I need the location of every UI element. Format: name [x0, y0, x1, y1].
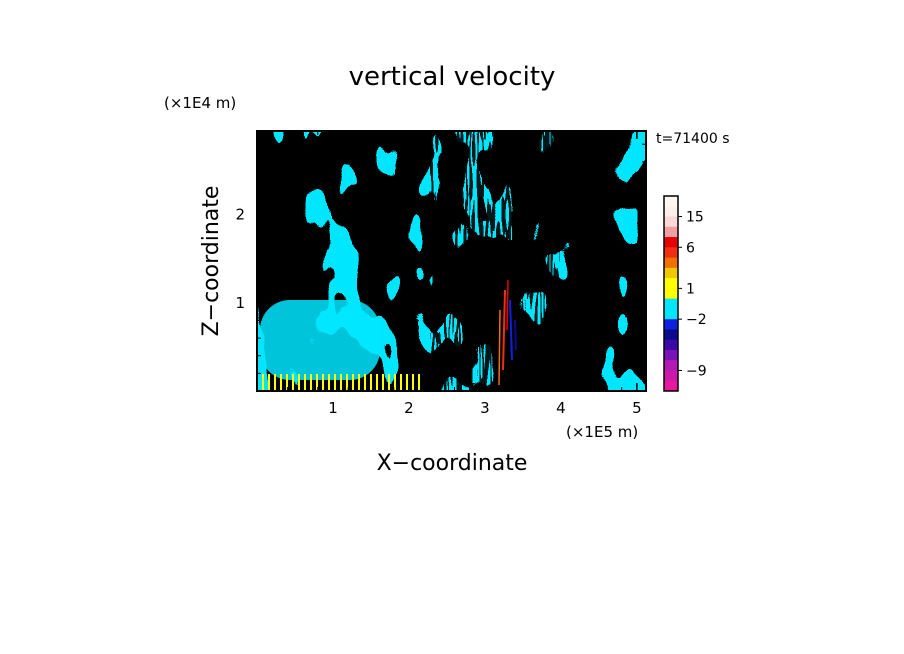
colorbar-swatch	[664, 267, 678, 279]
surface-stripe	[364, 374, 366, 391]
velocity-field	[257, 131, 646, 391]
colorbar: 15 6 1 −2 −9	[663, 195, 707, 392]
colorbar-swatch	[664, 308, 678, 320]
surface-stripe	[292, 374, 294, 391]
time-label: t=71400 s	[656, 131, 730, 147]
colorbar-label: 6	[686, 240, 695, 256]
surface-stripe	[406, 374, 408, 391]
surface-stripe	[358, 374, 360, 391]
colorbar-swatch	[664, 226, 678, 238]
colorbar-label: −2	[686, 312, 707, 328]
colorbar-swatch	[664, 216, 678, 228]
surface-stripe	[340, 374, 342, 391]
tick-labels: 1 2 3 4 5 1 2	[235, 206, 641, 417]
y-scale-label: (×1E4 m)	[164, 94, 236, 112]
colorbar-swatch	[664, 278, 678, 289]
surface-stripe	[268, 374, 270, 391]
surface-stripe	[412, 374, 414, 391]
x-tick-label: 2	[404, 399, 414, 417]
y-tick-label: 1	[235, 294, 245, 312]
y-tick-label: 2	[235, 206, 245, 224]
chart-title: vertical velocity	[349, 62, 556, 92]
colorbar-swatch	[664, 319, 678, 330]
colorbar-swatch	[664, 288, 678, 300]
colorbar-swatch	[664, 247, 678, 259]
colorbar-label: 1	[686, 281, 695, 297]
colorbar-swatch	[664, 360, 678, 371]
colorbar-swatch	[664, 257, 678, 269]
large-negative-region	[260, 300, 380, 380]
surface-stripe	[346, 374, 348, 391]
surface-stripe	[370, 374, 372, 391]
surface-stripe	[322, 374, 324, 391]
surface-stripe	[418, 374, 420, 391]
x-tick-label: 5	[632, 399, 642, 417]
colorbar-swatch	[664, 380, 678, 392]
surface-stripe	[394, 374, 396, 391]
surface-stripe	[310, 374, 312, 391]
colorbar-frame	[663, 195, 679, 392]
colorbar-swatch	[664, 196, 678, 207]
surface-stripe	[400, 374, 402, 391]
surface-stripe	[274, 374, 276, 391]
surface-stripe	[304, 374, 306, 391]
surface-stripe	[286, 374, 288, 391]
surface-stripe	[382, 374, 384, 391]
surface-stripe	[388, 374, 390, 391]
surface-stripe	[298, 374, 300, 391]
surface-stripe	[376, 374, 378, 391]
x-tick-label: 1	[328, 399, 338, 417]
colorbar-swatch	[664, 370, 678, 382]
surface-stripe	[262, 374, 264, 391]
colorbar-label: −9	[686, 363, 707, 379]
field-central-fan	[430, 131, 560, 391]
surface-stripes	[262, 374, 420, 391]
surface-stripe	[352, 374, 354, 391]
plot-frame	[256, 130, 647, 392]
colorbar-swatch	[664, 349, 678, 361]
y-axis-label: Z−coordinate	[199, 186, 224, 337]
x-tick-label: 3	[480, 399, 490, 417]
surface-stripe	[334, 374, 336, 391]
x-scale-label: (×1E5 m)	[566, 423, 638, 441]
core-updraft-streaks	[498, 279, 517, 386]
surface-stripe	[316, 374, 318, 391]
colorbar-swatch	[664, 206, 678, 218]
colorbar-swatch	[664, 237, 678, 248]
colorbar-swatch	[664, 339, 678, 351]
surface-stripe	[328, 374, 330, 391]
surface-stripe	[280, 374, 282, 391]
x-tick-label: 4	[556, 399, 566, 417]
colorbar-label: 15	[686, 210, 704, 226]
axis-ticks	[257, 131, 646, 391]
colorbar-swatch	[664, 298, 678, 310]
x-axis-label: X−coordinate	[377, 451, 528, 476]
colorbar-swatch	[664, 329, 678, 341]
